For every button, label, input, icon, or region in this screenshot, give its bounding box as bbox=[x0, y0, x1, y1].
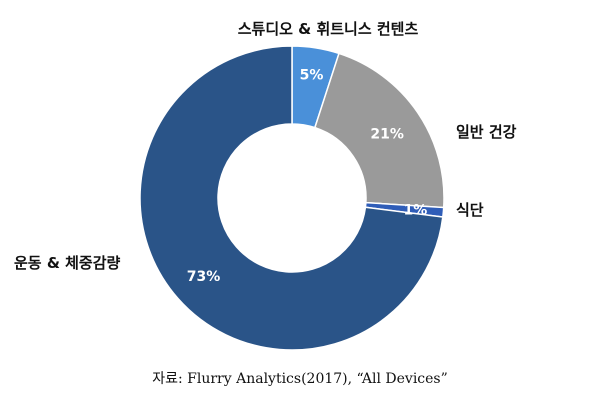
donut-slice-4 bbox=[139, 45, 444, 351]
category-label-3: 식단 bbox=[456, 201, 484, 219]
slice-value-label-2: 21% bbox=[370, 126, 404, 142]
source-note: 자료: Flurry Analytics(2017), “All Devices… bbox=[152, 371, 448, 387]
donut-chart-svg: 5% 스튜디오 & 휘트니스 컨텐츠 21% 일반 건강 1% 식단 73% 운동 & 체중감… bbox=[14, 20, 517, 351]
slice-value-label-1: 5% bbox=[300, 68, 324, 84]
category-label-1: 스튜디오 & 휘트니스 컨텐츠 bbox=[238, 20, 419, 38]
donut-slice-2 bbox=[313, 52, 445, 209]
slice-value-label-4: 73% bbox=[187, 269, 221, 285]
category-label-2: 일반 건강 bbox=[456, 123, 517, 141]
slice-value-label-3: 1% bbox=[404, 203, 428, 219]
category-label-4: 운동 & 체중감량 bbox=[14, 254, 121, 272]
